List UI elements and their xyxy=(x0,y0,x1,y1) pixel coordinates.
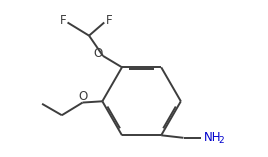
Text: F: F xyxy=(60,14,66,27)
Text: F: F xyxy=(106,14,112,27)
Text: NH: NH xyxy=(204,131,221,144)
Text: 2: 2 xyxy=(218,136,224,145)
Text: O: O xyxy=(78,90,87,103)
Text: O: O xyxy=(93,47,103,60)
